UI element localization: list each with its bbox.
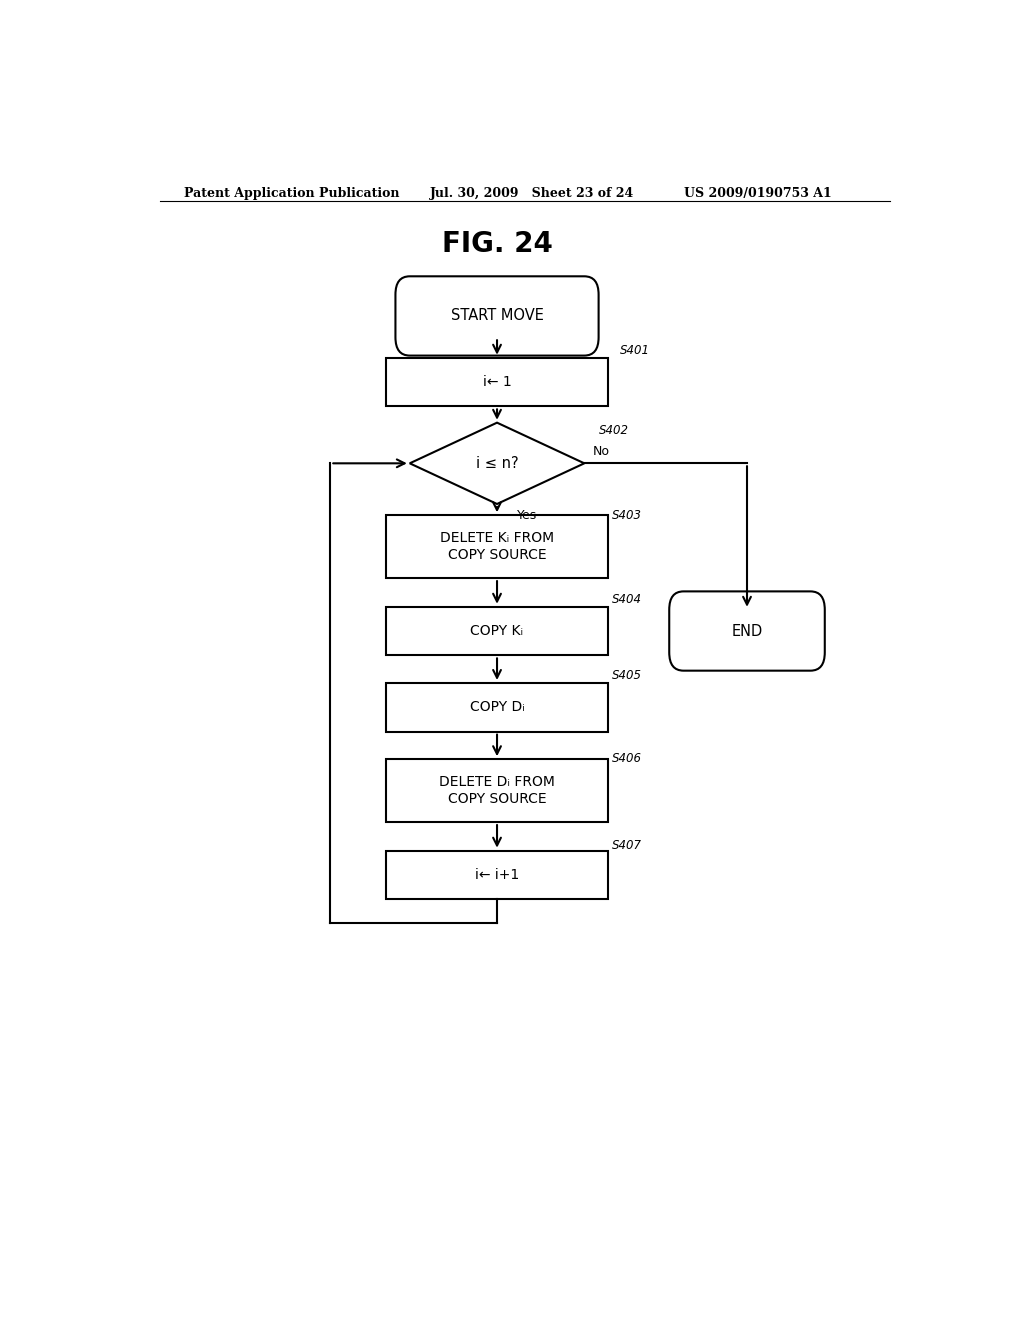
Text: FIG. 24: FIG. 24 xyxy=(441,230,553,257)
FancyBboxPatch shape xyxy=(670,591,824,671)
Text: DELETE Kᵢ FROM
COPY SOURCE: DELETE Kᵢ FROM COPY SOURCE xyxy=(440,531,554,562)
Text: END: END xyxy=(731,623,763,639)
Text: i← i+1: i← i+1 xyxy=(475,869,519,882)
Text: i ≤ n?: i ≤ n? xyxy=(476,455,518,471)
Text: Jul. 30, 2009   Sheet 23 of 24: Jul. 30, 2009 Sheet 23 of 24 xyxy=(430,187,634,199)
Text: S405: S405 xyxy=(612,669,642,682)
Bar xyxy=(386,850,608,899)
Text: DELETE Dᵢ FROM
COPY SOURCE: DELETE Dᵢ FROM COPY SOURCE xyxy=(439,775,555,807)
Text: S404: S404 xyxy=(612,593,642,606)
Text: COPY Kᵢ: COPY Kᵢ xyxy=(470,624,523,638)
Text: COPY Dᵢ: COPY Dᵢ xyxy=(470,700,524,714)
Text: S407: S407 xyxy=(612,838,642,851)
Text: START MOVE: START MOVE xyxy=(451,309,544,323)
Text: S401: S401 xyxy=(620,343,650,356)
Text: US 2009/0190753 A1: US 2009/0190753 A1 xyxy=(684,187,831,199)
Bar xyxy=(386,358,608,407)
Text: S402: S402 xyxy=(599,424,630,437)
Bar xyxy=(386,607,608,656)
Bar xyxy=(386,515,608,578)
Text: i← 1: i← 1 xyxy=(482,375,511,389)
Text: No: No xyxy=(592,445,609,458)
FancyBboxPatch shape xyxy=(395,276,599,355)
Polygon shape xyxy=(410,422,585,504)
Text: Yes: Yes xyxy=(517,510,538,521)
Text: Patent Application Publication: Patent Application Publication xyxy=(183,187,399,199)
Text: S406: S406 xyxy=(612,752,642,766)
Text: S403: S403 xyxy=(612,510,642,523)
Bar xyxy=(386,759,608,822)
Bar xyxy=(386,682,608,731)
